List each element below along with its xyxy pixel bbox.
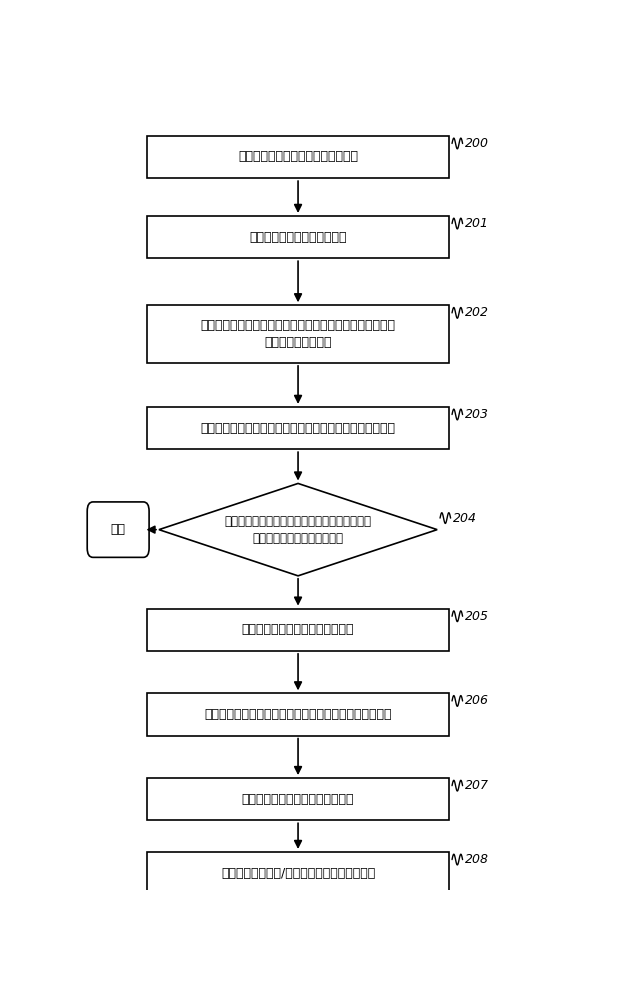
Text: 向服务器发送生成的设备标识: 向服务器发送生成的设备标识 (249, 231, 347, 244)
FancyBboxPatch shape (147, 693, 449, 736)
Text: 根据构造的多个设备子标识之间的关联关系、检
测是否存在异常的设备子标识: 根据构造的多个设备子标识之间的关联关系、检 测是否存在异常的设备子标识 (225, 515, 371, 545)
Text: 208: 208 (464, 853, 488, 866)
Text: 根据预设的关联规则，构造多个设备子标识之间的关联关系: 根据预设的关联规则，构造多个设备子标识之间的关联关系 (201, 422, 396, 434)
Text: 输出告警信息，和/或，向服务器发送告警信息: 输出告警信息，和/或，向服务器发送告警信息 (221, 867, 375, 880)
FancyBboxPatch shape (87, 502, 149, 557)
Text: 向服务器发送设备标识的同步请求: 向服务器发送设备标识的同步请求 (242, 623, 354, 636)
FancyBboxPatch shape (147, 407, 449, 449)
Text: 结束: 结束 (111, 523, 126, 536)
FancyBboxPatch shape (147, 778, 449, 820)
Text: 206: 206 (464, 694, 488, 707)
Text: 204: 204 (452, 512, 477, 525)
Text: 205: 205 (464, 610, 488, 623)
FancyBboxPatch shape (147, 852, 449, 894)
FancyBboxPatch shape (147, 609, 449, 651)
FancyBboxPatch shape (147, 216, 449, 258)
Text: 207: 207 (464, 779, 488, 792)
Text: 生成设备存在复用风险的告警信息: 生成设备存在复用风险的告警信息 (242, 793, 354, 806)
Text: 201: 201 (464, 217, 488, 230)
FancyBboxPatch shape (147, 136, 449, 178)
Text: 203: 203 (464, 408, 488, 421)
Text: 200: 200 (464, 137, 488, 150)
Text: 根据设备的特征数据，生成设备标识: 根据设备的特征数据，生成设备标识 (238, 150, 358, 163)
Text: 根据服务器加载的设备标识，对多个设备子标识进行恢复: 根据服务器加载的设备标识，对多个设备子标识进行恢复 (204, 708, 392, 721)
FancyBboxPatch shape (147, 305, 449, 363)
Polygon shape (159, 483, 437, 576)
Text: 根据预设的碎片化处理规则，对设备标识进行碎片化处理，
得到多个设备子标识: 根据预设的碎片化处理规则，对设备标识进行碎片化处理， 得到多个设备子标识 (201, 319, 396, 349)
Text: 202: 202 (464, 306, 488, 319)
